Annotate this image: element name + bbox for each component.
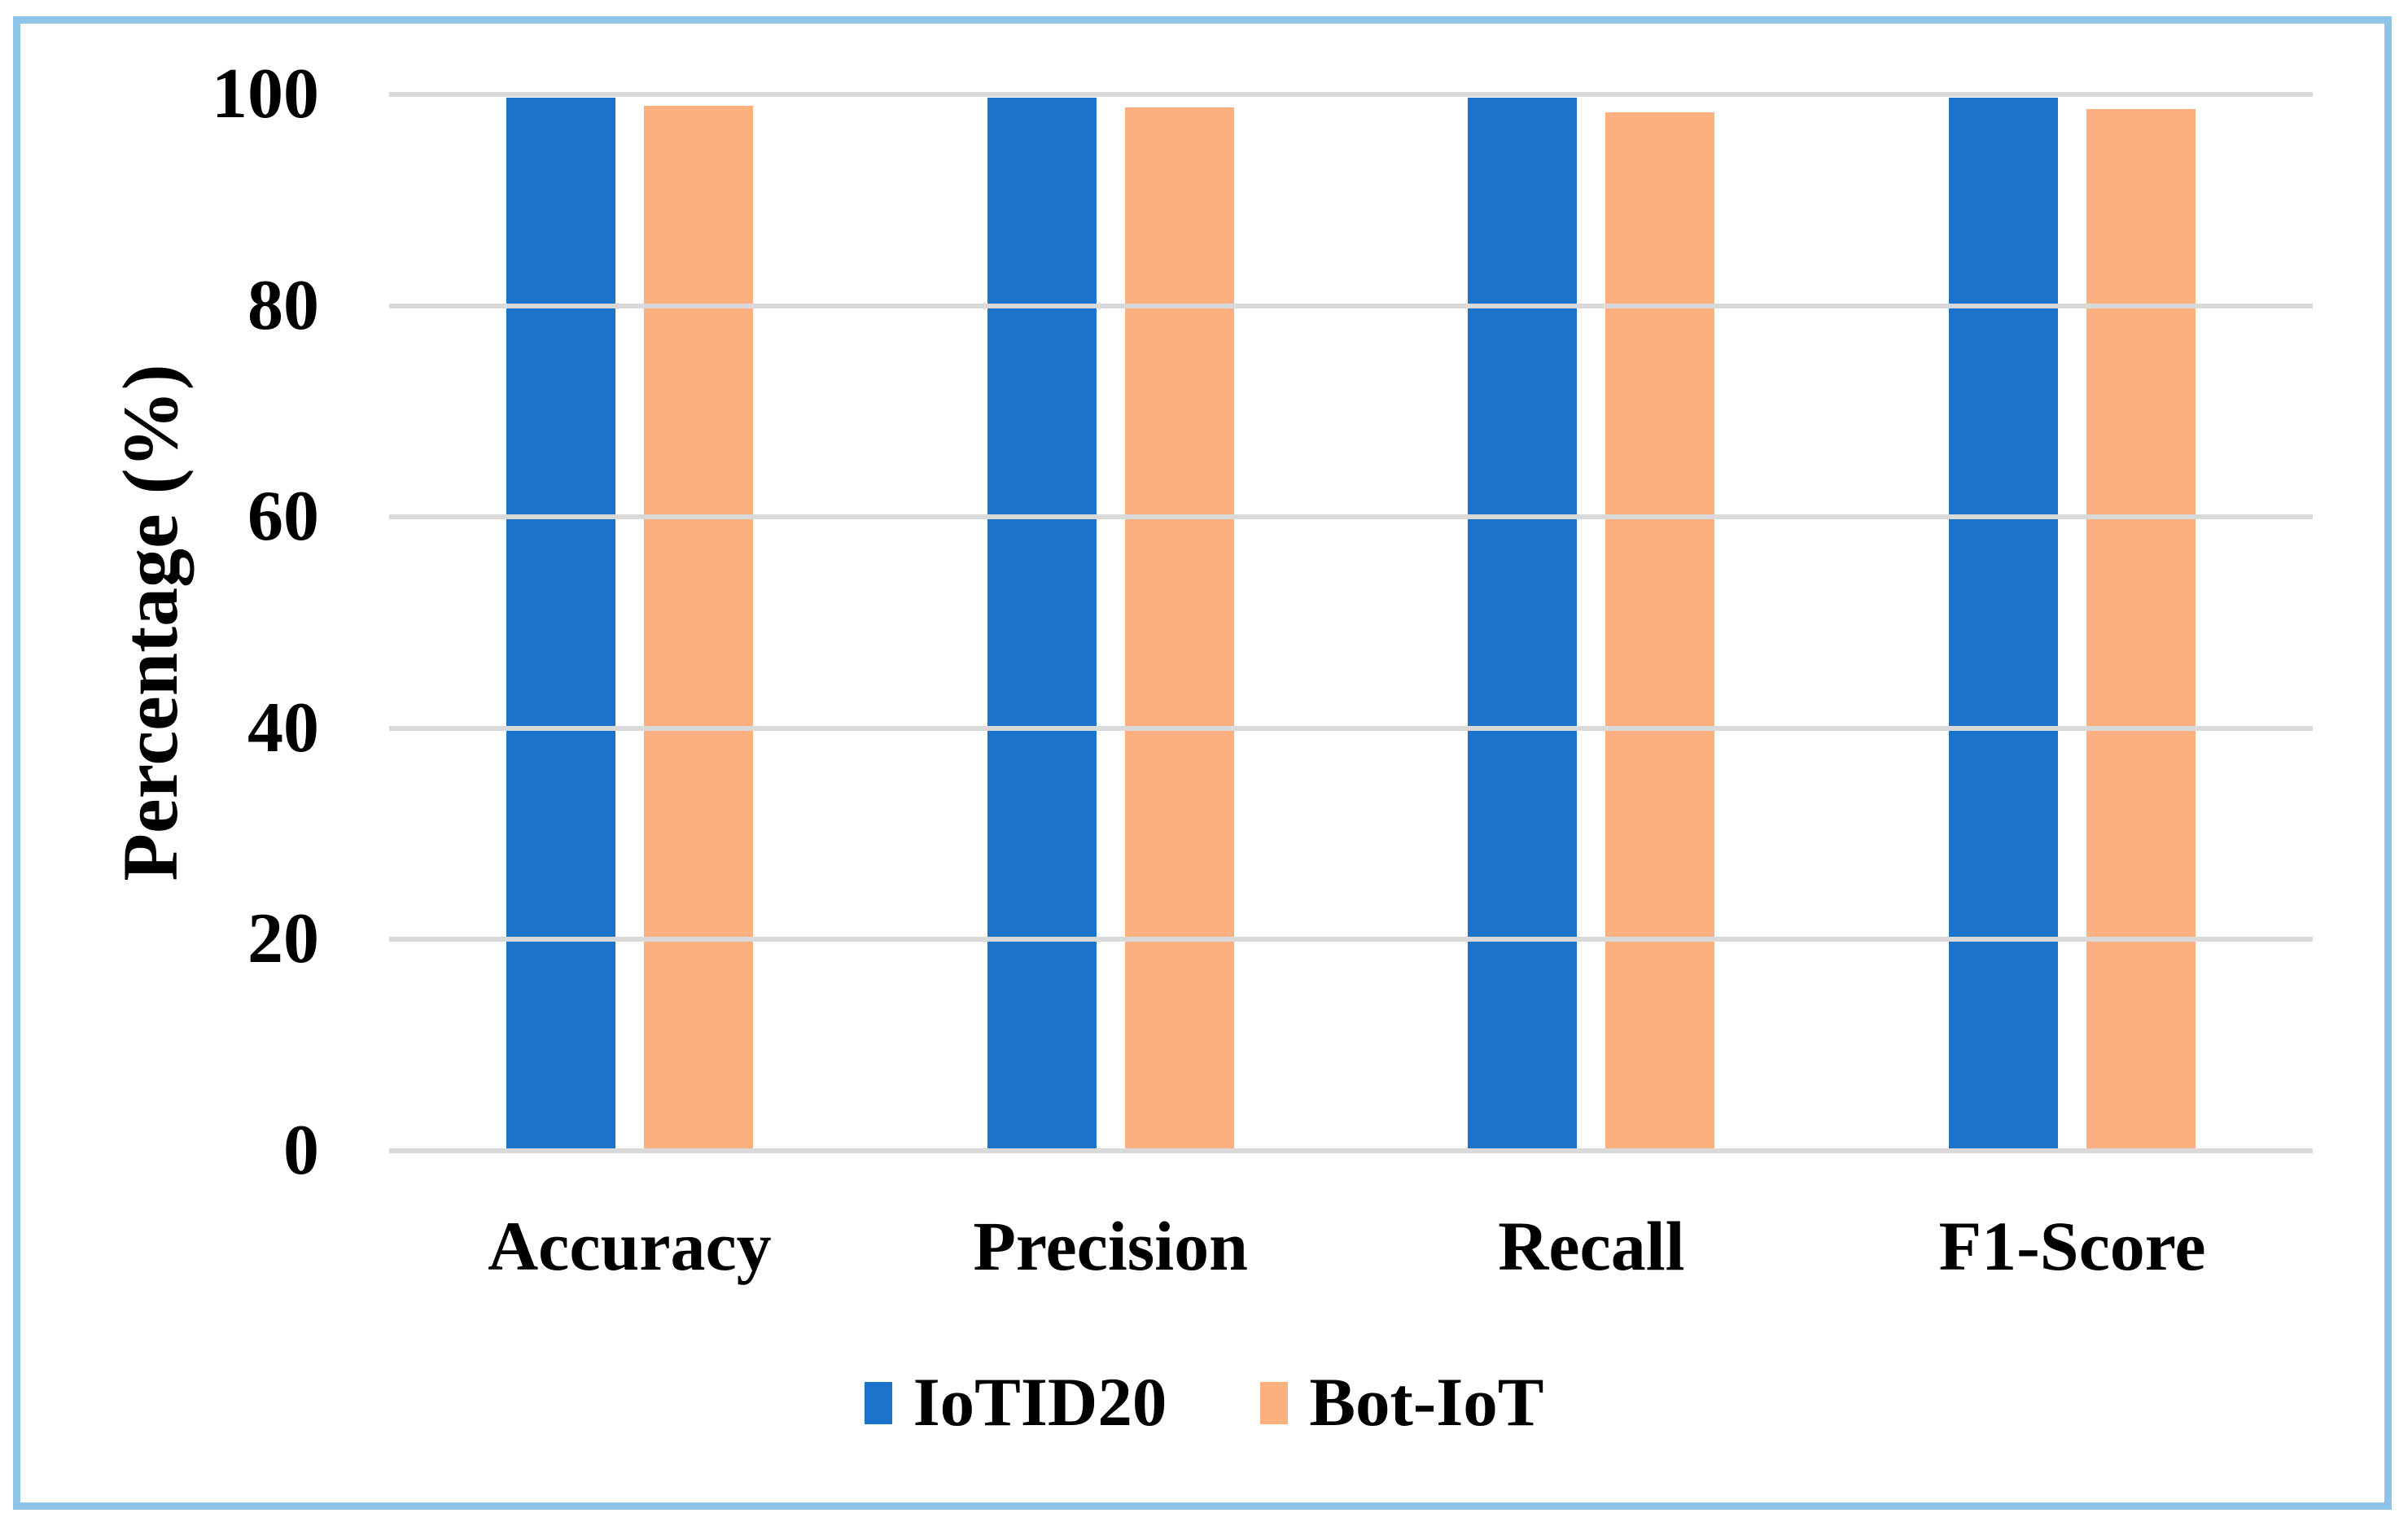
- y-tick-label-20: 20: [247, 899, 319, 979]
- legend-swatch-iotid20: [864, 1381, 892, 1424]
- bar-iotid20-recall: [1468, 97, 1578, 1151]
- y-tick-label-0: 0: [283, 1111, 319, 1190]
- bar-iotid20-f1-score: [1949, 97, 2059, 1151]
- y-tick-label-40: 40: [247, 688, 319, 767]
- bar-bot-iot-f1-score: [2086, 109, 2196, 1151]
- bar-iotid20-accuracy: [506, 97, 615, 1151]
- gridline-60: [389, 514, 2313, 520]
- x-category-label-precision: Precision: [973, 1207, 1248, 1285]
- x-category-label-recall: Recall: [1498, 1207, 1685, 1285]
- y-tick-label-100: 100: [212, 55, 319, 133]
- gridline-40: [389, 725, 2313, 731]
- y-tick-label-80: 80: [247, 265, 319, 345]
- bar-bot-iot-recall: [1605, 112, 1715, 1151]
- legend: IoTID20 Bot-IoT: [0, 1368, 2408, 1437]
- x-category-label-f1-score: F1-Score: [1938, 1207, 2206, 1285]
- x-category-label-accuracy: Accuracy: [488, 1207, 772, 1285]
- bar-iotid20-precision: [987, 97, 1097, 1151]
- gridline-100: [389, 92, 2313, 97]
- legend-label-iotid20: IoTID20: [913, 1364, 1167, 1441]
- y-axis-title: Percentage (%): [107, 364, 194, 881]
- gridline-0: [389, 1148, 2313, 1153]
- plot-area: [389, 92, 2313, 1153]
- bar-bot-iot-accuracy: [643, 106, 753, 1151]
- gridline-80: [389, 303, 2313, 308]
- legend-item-bot-iot: Bot-IoT: [1260, 1368, 1543, 1437]
- legend-item-iotid20: IoTID20: [864, 1364, 1167, 1441]
- gridline-20: [389, 937, 2313, 942]
- legend-label-bot-iot: Bot-IoT: [1309, 1364, 1544, 1441]
- bar-bot-iot-precision: [1124, 107, 1234, 1151]
- legend-swatch-bot-iot: [1260, 1381, 1289, 1424]
- y-tick-label-60: 60: [247, 477, 319, 557]
